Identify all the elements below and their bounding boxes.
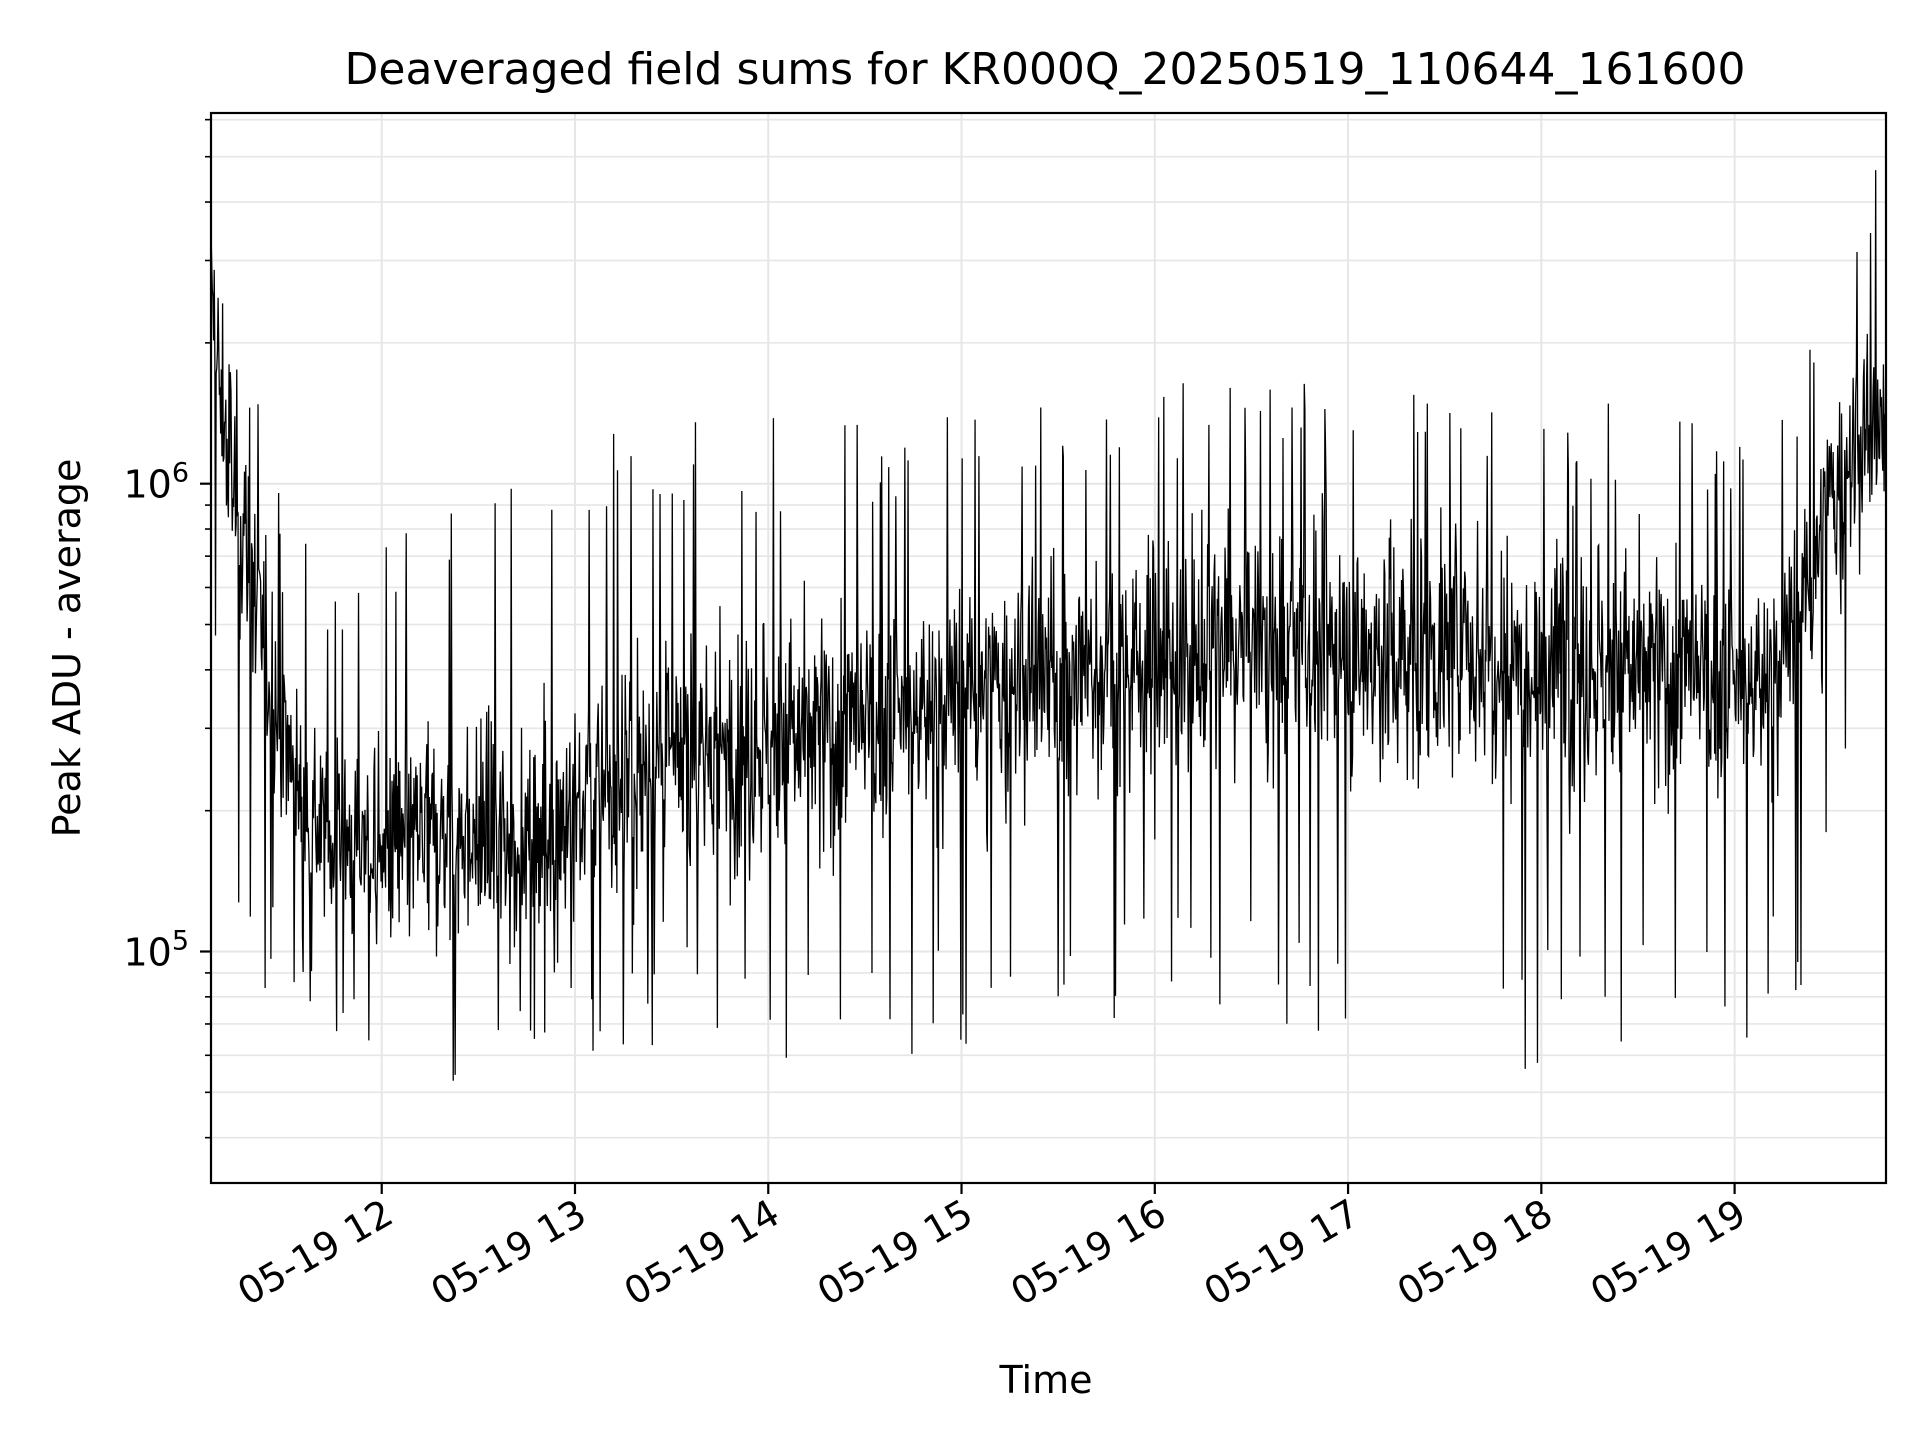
chart-title: Deaveraged field sums for KR000Q_2025051…: [345, 44, 1746, 95]
data-series-line: [210, 170, 1887, 1081]
y-tick-label: 106: [123, 458, 189, 507]
y-axis-label: Peak ADU - average: [45, 459, 89, 838]
x-axis-label: Time: [999, 1358, 1093, 1402]
plot-area-frame: [209, 111, 1888, 1185]
y-axis-ticks: 105 106: [123, 118, 211, 1139]
y-tick-label: 105: [123, 926, 189, 975]
